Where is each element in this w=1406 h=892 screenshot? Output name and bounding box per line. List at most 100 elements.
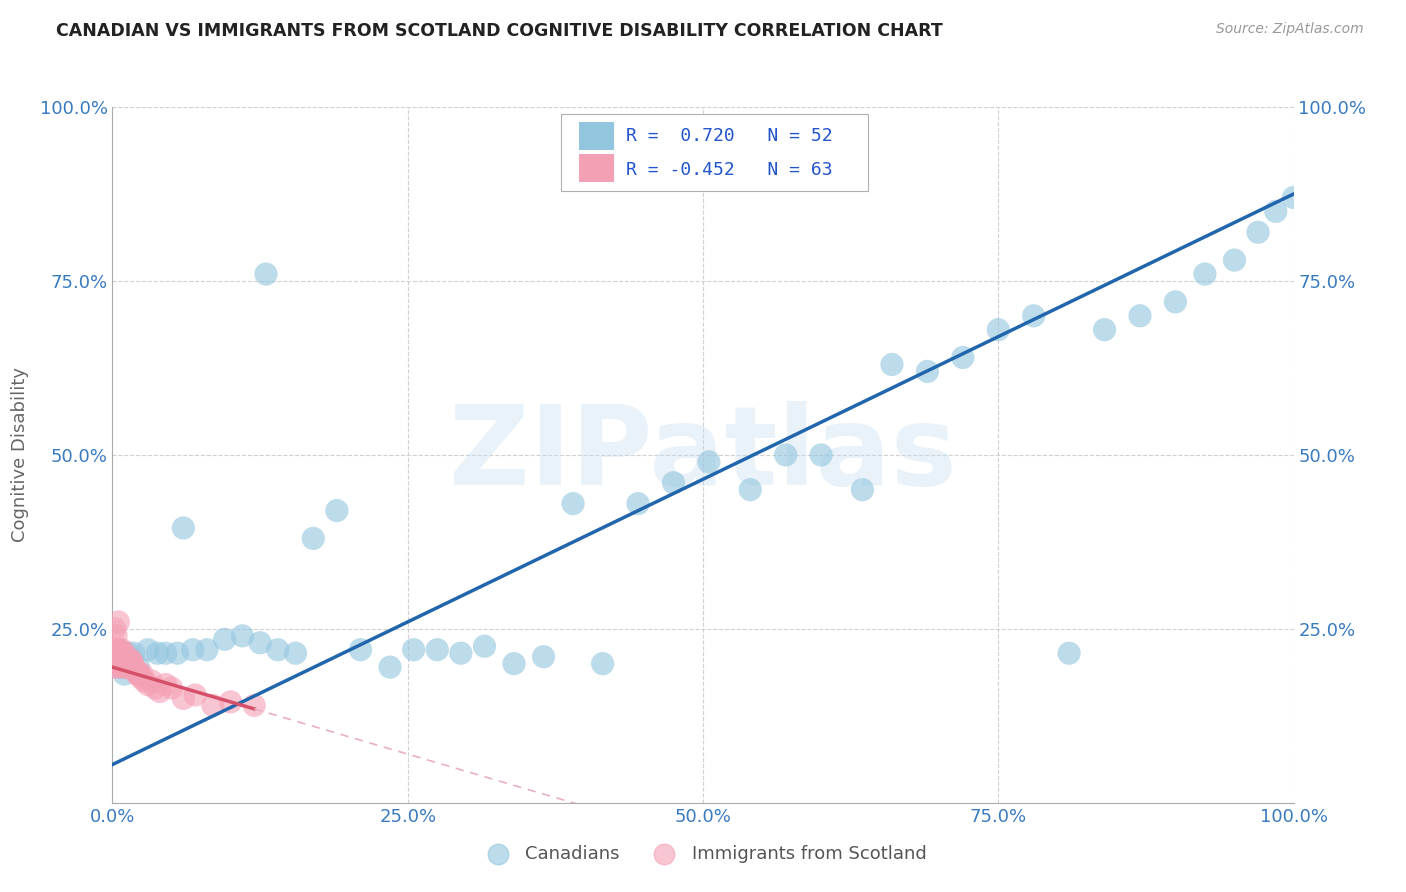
Point (131, 667, 153, 681)
Point (122, 660, 145, 674)
Point (851, 483, 873, 497)
Point (740, 483, 762, 497)
Text: ZIPatlas: ZIPatlas (449, 401, 957, 508)
Point (160, 681, 183, 695)
Point (267, 642, 290, 657)
Point (326, 503, 349, 517)
Point (166, 646, 188, 660)
Point (118, 660, 141, 674)
Point (219, 695, 242, 709)
FancyBboxPatch shape (579, 122, 614, 150)
Point (112, 649, 135, 664)
Point (136, 642, 159, 657)
Point (181, 642, 204, 657)
Text: R =  0.720   N = 52: R = 0.720 N = 52 (626, 128, 832, 145)
Point (110, 660, 132, 674)
Point (474, 639, 496, 653)
Point (1264, 204, 1286, 219)
Point (195, 642, 218, 657)
Point (450, 646, 472, 660)
Point (592, 657, 614, 671)
Point (112, 667, 135, 681)
Point (302, 532, 325, 546)
Point (129, 671, 152, 685)
Point (105, 653, 128, 667)
Point (111, 642, 134, 657)
Point (136, 677, 159, 691)
Point (105, 629, 128, 643)
Point (349, 642, 371, 657)
Point (810, 448, 832, 462)
FancyBboxPatch shape (561, 114, 869, 191)
Point (1094, 323, 1116, 337)
Point (128, 667, 150, 681)
Point (249, 636, 271, 650)
Point (155, 677, 177, 691)
Point (108, 642, 131, 657)
Point (426, 642, 449, 657)
Point (107, 657, 129, 671)
Point (105, 657, 128, 671)
Point (112, 653, 135, 667)
Point (112, 660, 135, 674)
Point (105, 653, 128, 667)
Point (104, 646, 127, 660)
Point (231, 629, 253, 643)
Point (155, 646, 177, 660)
Point (105, 660, 128, 674)
Point (112, 646, 135, 660)
Point (104, 622, 127, 636)
FancyBboxPatch shape (579, 154, 614, 182)
Point (105, 642, 128, 657)
Point (110, 653, 132, 667)
Point (987, 323, 1010, 337)
Point (562, 497, 585, 511)
Point (1057, 646, 1080, 660)
Point (122, 646, 145, 660)
Point (115, 651, 138, 665)
Point (184, 688, 207, 702)
Point (117, 646, 139, 660)
Point (110, 646, 132, 660)
Point (120, 653, 142, 667)
Point (120, 660, 142, 674)
Point (254, 267, 277, 281)
Point (108, 657, 131, 671)
Point (880, 358, 903, 372)
Point (146, 646, 169, 660)
Point (114, 651, 136, 665)
Point (952, 351, 974, 365)
Text: R = -0.452   N = 63: R = -0.452 N = 63 (626, 161, 832, 178)
Point (103, 660, 125, 674)
Point (107, 642, 129, 657)
Point (107, 649, 129, 664)
Point (105, 649, 128, 664)
Point (105, 646, 128, 660)
Point (118, 653, 141, 667)
Y-axis label: Cognitive Disability: Cognitive Disability (10, 368, 28, 542)
Point (402, 642, 425, 657)
Point (114, 660, 136, 674)
Point (533, 649, 555, 664)
Point (124, 664, 146, 678)
Point (120, 660, 142, 674)
Point (1164, 294, 1187, 309)
Point (127, 667, 149, 681)
Point (111, 649, 134, 664)
Point (141, 674, 163, 689)
Point (104, 657, 127, 671)
Point (115, 657, 138, 671)
Point (1282, 190, 1305, 204)
Point (125, 664, 148, 678)
Point (1129, 309, 1152, 323)
Point (627, 497, 650, 511)
Text: Source: ZipAtlas.com: Source: ZipAtlas.com (1216, 22, 1364, 37)
Point (214, 632, 236, 647)
Point (775, 448, 797, 462)
Point (117, 653, 139, 667)
Point (1223, 253, 1246, 268)
Point (108, 649, 131, 664)
Point (117, 660, 139, 674)
Point (120, 653, 142, 667)
Point (172, 691, 194, 706)
